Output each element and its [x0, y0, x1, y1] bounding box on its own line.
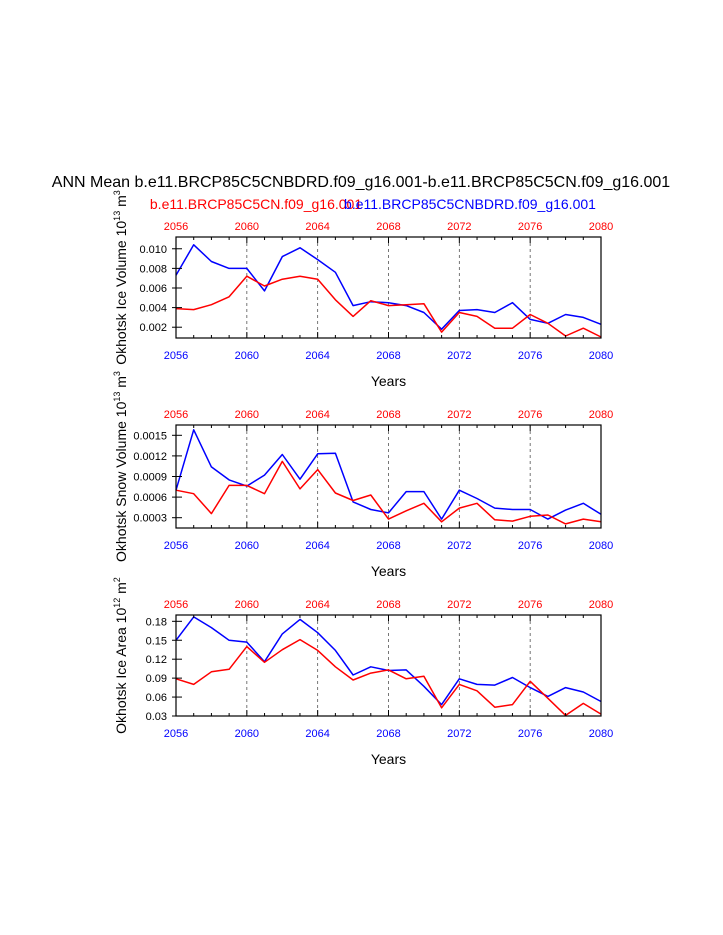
chart-title: ANN Mean b.e11.BRCP85C5CNBDRD.f09_g16.00… — [52, 174, 671, 191]
x-tick-label: 2060 — [235, 540, 259, 552]
x-tick-label: 2056 — [164, 350, 188, 362]
x-tick-label-top: 2064 — [305, 409, 329, 421]
x-tick-label-top: 2060 — [235, 599, 259, 611]
y-tick-label: 0.010 — [139, 244, 167, 256]
x-tick-label: 2072 — [447, 728, 471, 740]
x-tick-label: 2060 — [235, 350, 259, 362]
y-tick-label: 0.0009 — [133, 472, 167, 484]
x-tick-label: 2056 — [164, 728, 188, 740]
x-tick-label: 2060 — [235, 728, 259, 740]
x-tick-label: 2064 — [305, 728, 329, 740]
y-tick-label: 0.0015 — [133, 430, 167, 442]
x-tick-label-top: 2076 — [518, 409, 542, 421]
legend-red-label: b.e11.BRCP85C5CN.f09_g16.001 — [150, 196, 362, 212]
panel-1: 2056 2056 2060 2060 2064 2064 2068 2068 2072 2072… — [112, 190, 613, 389]
y-tick-label: 0.008 — [139, 263, 167, 275]
x-tick-label-top: 2072 — [447, 221, 471, 233]
x-tick-label-top: 2068 — [376, 599, 400, 611]
x-tick-label: 2072 — [447, 350, 471, 362]
x-tick-label: 2068 — [376, 728, 400, 740]
x-tick-label-top: 2060 — [235, 409, 259, 421]
y-tick-label: 0.12 — [146, 654, 167, 666]
x-tick-label: 2080 — [589, 350, 613, 362]
x-tick-label-top: 2056 — [164, 409, 188, 421]
panel-2: 2056 2056 2060 2060 2064 2064 2068 2068 2072 2072… — [112, 371, 613, 579]
x-axis-label: Years — [371, 373, 406, 389]
y-tick-label: 0.006 — [139, 283, 167, 295]
x-tick-label-top: 2080 — [589, 409, 613, 421]
series-line-red — [175, 638, 602, 717]
y-tick-label: 0.18 — [146, 616, 167, 628]
x-tick-label: 2080 — [589, 728, 613, 740]
series-line-blue — [175, 244, 602, 330]
x-tick-label-top: 2060 — [235, 221, 259, 233]
y-tick-label: 0.0012 — [133, 451, 167, 463]
x-tick-label-top: 2076 — [518, 599, 542, 611]
y-axis-label: Okhotsk Ice Volume 1013 m3 — [112, 190, 129, 365]
y-tick-label: 0.09 — [146, 673, 167, 685]
x-tick-label-top: 2056 — [164, 599, 188, 611]
y-axis-label: Okhotsk Ice Area 1012 m2 — [112, 577, 129, 734]
series-line-red — [175, 275, 602, 338]
x-tick-label-top: 2080 — [589, 221, 613, 233]
x-tick-label: 2064 — [305, 350, 329, 362]
y-tick-label: 0.03 — [146, 711, 167, 723]
x-tick-label: 2076 — [518, 540, 542, 552]
x-tick-label: 2080 — [589, 540, 613, 552]
y-tick-label: 0.15 — [146, 635, 167, 647]
x-tick-label-top: 2064 — [305, 221, 329, 233]
x-tick-label-top: 2080 — [589, 599, 613, 611]
x-tick-label: 2076 — [518, 350, 542, 362]
x-tick-label: 2064 — [305, 540, 329, 552]
x-tick-label: 2076 — [518, 728, 542, 740]
x-axis-label: Years — [371, 751, 406, 767]
x-tick-label: 2068 — [376, 540, 400, 552]
x-tick-label-top: 2056 — [164, 221, 188, 233]
x-tick-label-top: 2068 — [376, 221, 400, 233]
x-tick-label-top: 2072 — [447, 599, 471, 611]
x-tick-label-top: 2072 — [447, 409, 471, 421]
x-tick-label: 2072 — [447, 540, 471, 552]
series-line-red — [175, 460, 602, 525]
y-tick-label: 0.06 — [146, 692, 167, 704]
y-tick-label: 0.0006 — [133, 492, 167, 504]
x-tick-label: 2068 — [376, 350, 400, 362]
y-axis-label: Okhotsk Snow Volume 1013 m3 — [112, 371, 129, 562]
legend-blue-label: b.e11.BRCP85C5CNBDRD.f09_g16.001 — [344, 196, 596, 212]
x-tick-label-top: 2068 — [376, 409, 400, 421]
y-tick-label: 0.002 — [139, 322, 167, 334]
x-tick-label: 2056 — [164, 540, 188, 552]
y-tick-label: 0.0003 — [133, 513, 167, 525]
x-tick-label-top: 2064 — [305, 599, 329, 611]
x-axis-label: Years — [371, 563, 406, 579]
series-line-blue — [175, 616, 602, 706]
x-tick-label-top: 2076 — [518, 221, 542, 233]
panel-3: 2056 2056 2060 2060 2064 2064 2068 2068 2072 2072… — [112, 577, 613, 767]
y-tick-label: 0.004 — [139, 303, 167, 315]
